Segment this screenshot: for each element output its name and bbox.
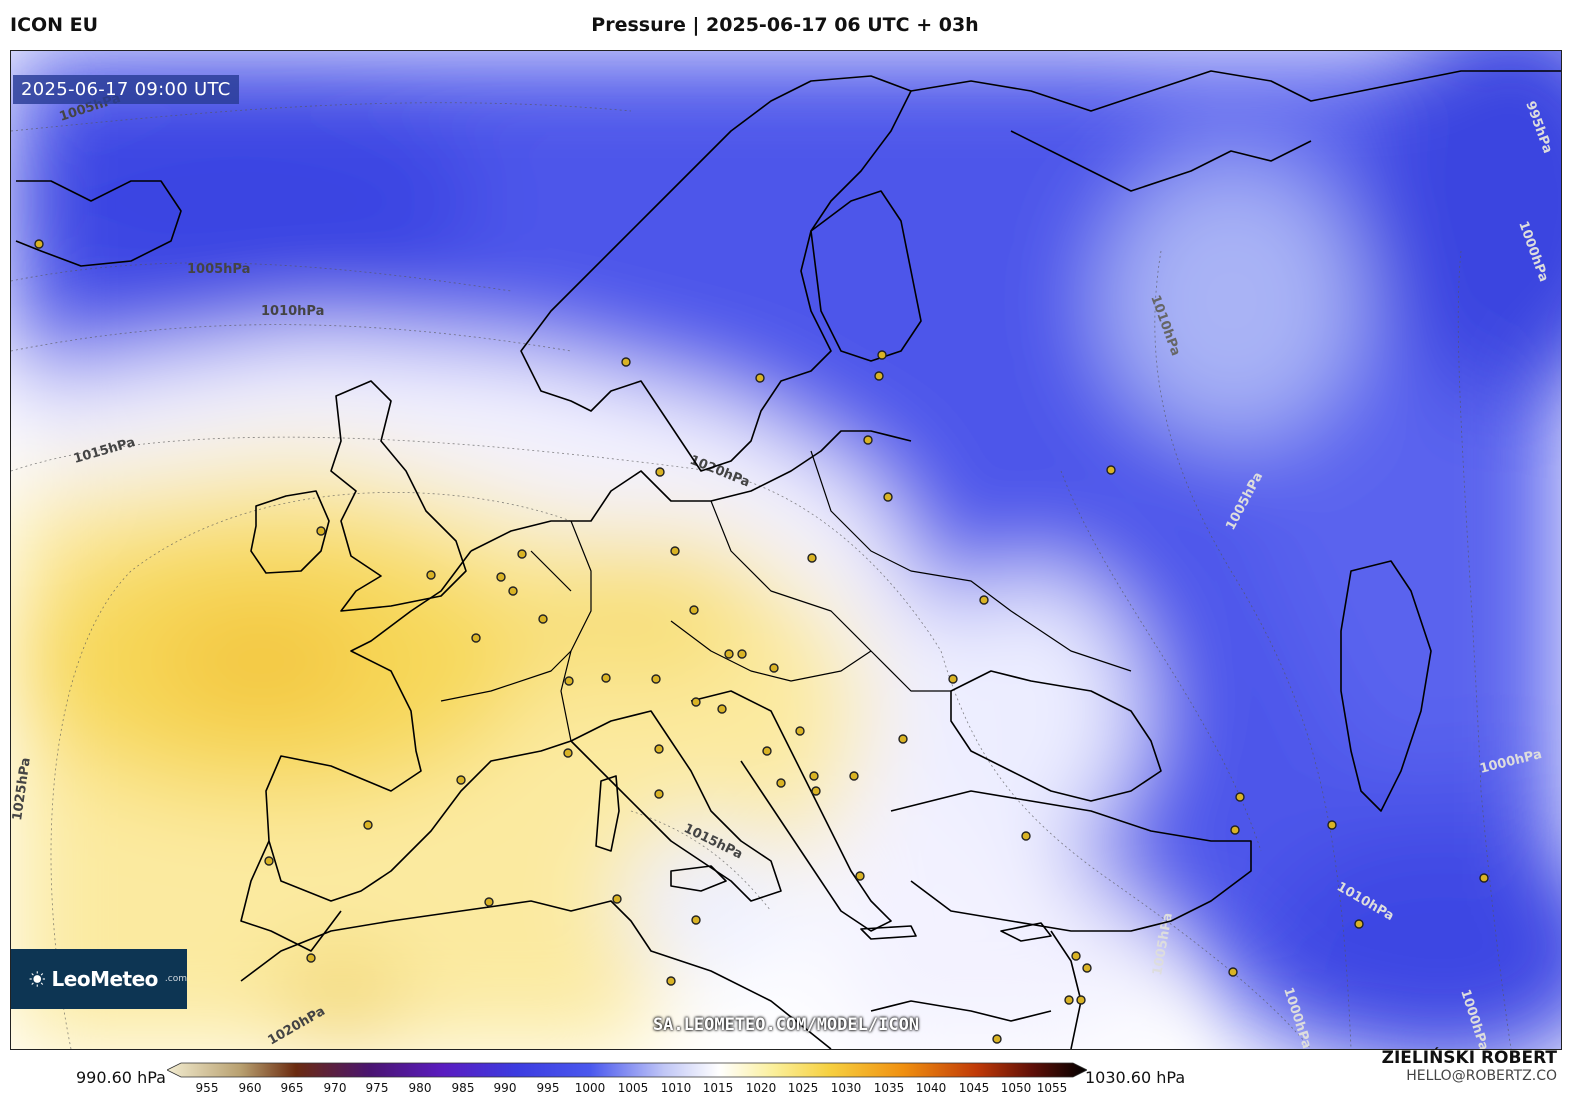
- colorbar-max-label: 1030.60 hPa: [1085, 1068, 1186, 1087]
- contour-label: 1010hPa: [261, 304, 324, 319]
- colorbar-tick: 1005: [617, 1081, 649, 1095]
- colorbar-tick: 1055: [1036, 1081, 1068, 1095]
- colorbar-tick: 980: [408, 1081, 432, 1095]
- source-watermark: SA.LEOMETEO.COM/MODEL/ICON: [652, 1015, 920, 1035]
- logo-suffix: .com: [164, 974, 187, 984]
- colorbar-tick: 970: [323, 1081, 347, 1095]
- colorbar-tick: 1040: [915, 1081, 947, 1095]
- colorbar-tick: 975: [365, 1081, 389, 1095]
- colorbar-tick: 1000: [574, 1081, 606, 1095]
- colorbar-tick: 995: [536, 1081, 560, 1095]
- coastlines: [15, 70, 1561, 1049]
- author-name: ZIELIŃSKI ROBERT: [1381, 1048, 1557, 1068]
- author-email[interactable]: HELLO@ROBERTZ.CO: [1406, 1068, 1557, 1084]
- colorbar-tick: 1035: [873, 1081, 905, 1095]
- leometeo-logo[interactable]: LeoMeteo .com: [11, 949, 187, 1009]
- city-markers: [34, 239, 1489, 1044]
- model-name: ICON EU: [10, 14, 99, 36]
- colorbar-tick: 1030: [830, 1081, 862, 1095]
- colorbar-tick: 1010: [660, 1081, 692, 1095]
- colorbar-tick: 955: [195, 1081, 219, 1095]
- map-canvas: 1005hPa 1005hPa 1010hPa 1015hPa 1020hPa …: [11, 51, 1561, 1049]
- sun-icon: [29, 971, 45, 987]
- pressure-map[interactable]: 1005hPa 1005hPa 1010hPa 1015hPa 1020hPa …: [10, 50, 1562, 1050]
- colorbar-tick: 960: [238, 1081, 262, 1095]
- colorbar-tick: 965: [280, 1081, 304, 1095]
- colorbar-tick: 1025: [787, 1081, 819, 1095]
- contour-label: 1005hPa: [187, 262, 250, 277]
- colorbar: [167, 1062, 1087, 1078]
- colorbar-tick: 1020: [745, 1081, 777, 1095]
- colorbar-tick: 1015: [702, 1081, 734, 1095]
- colorbar-tick: 985: [451, 1081, 475, 1095]
- colorbar-min-label: 990.60 hPa: [76, 1068, 166, 1087]
- valid-time-badge: 2025-06-17 09:00 UTC: [13, 75, 239, 104]
- author-block: ZIELIŃSKI ROBERT HELLO@ROBERTZ.CO: [1382, 1048, 1557, 1084]
- colorbar-tick: 1045: [958, 1081, 990, 1095]
- logo-brand: LeoMeteo: [51, 967, 159, 991]
- colorbar-ticks: 955 960 965 970 975 980 985 990 995 1000…: [180, 1081, 1068, 1097]
- map-title: Pressure | 2025-06-17 06 UTC + 03h: [591, 14, 979, 36]
- colorbar-tick: 1050: [1000, 1081, 1032, 1095]
- colorbar-tick: 990: [493, 1081, 517, 1095]
